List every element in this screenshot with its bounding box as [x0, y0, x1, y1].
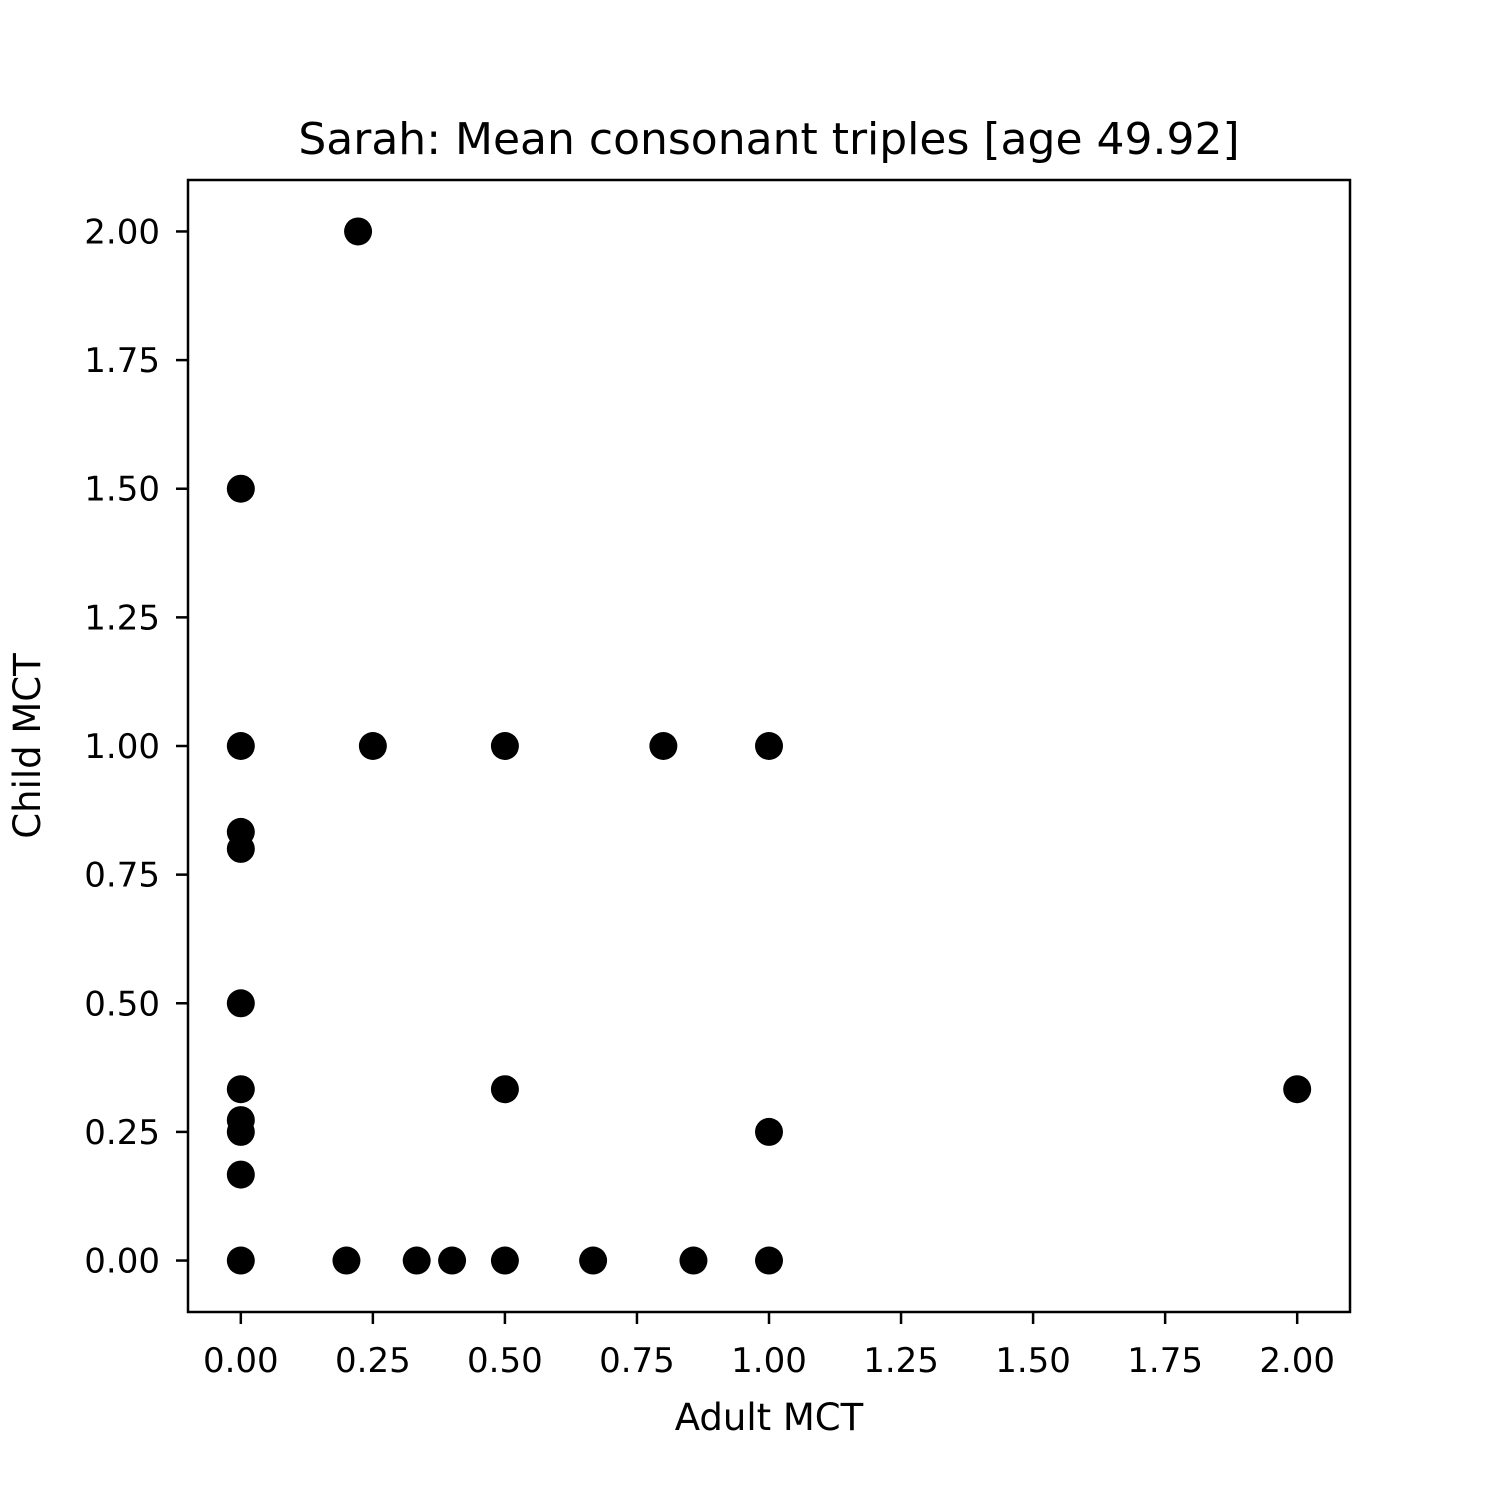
data-point [490, 1075, 519, 1104]
data-points [226, 217, 1312, 1275]
x-tick-label: 0.75 [599, 1341, 675, 1381]
y-tick-label: 1.25 [84, 598, 160, 638]
chart-title: Sarah: Mean consonant triples [age 49.92… [298, 114, 1239, 165]
data-point [755, 1117, 783, 1146]
y-tick-label: 1.00 [84, 727, 160, 767]
data-point [226, 732, 255, 760]
y-tick-label: 0.75 [84, 856, 160, 896]
x-tick-label: 2.00 [1259, 1341, 1335, 1381]
data-point [679, 1246, 708, 1275]
y-tick-label: 2.00 [84, 212, 160, 252]
y-tick-label: 0.00 [84, 1242, 160, 1282]
data-point [490, 1246, 519, 1275]
data-point [579, 1246, 608, 1275]
data-point [226, 834, 255, 863]
x-tick-label: 0.50 [467, 1341, 543, 1381]
data-point [226, 989, 255, 1018]
data-point [649, 732, 678, 760]
data-point [358, 732, 387, 760]
x-axis-label: Adult MCT [675, 1396, 864, 1439]
data-point [226, 1117, 255, 1146]
data-point [226, 1246, 255, 1275]
data-point [226, 1160, 255, 1189]
data-point [755, 1246, 783, 1275]
y-tick-label: 1.50 [84, 470, 160, 510]
x-tick-label: 1.25 [863, 1341, 939, 1381]
data-point [1283, 1075, 1312, 1104]
data-point [332, 1246, 361, 1275]
data-point [402, 1246, 431, 1275]
y-axis-ticks: 0.00 0.25 0.50 0.75 1.00 1.25 1.50 1.75 2.00 [84, 212, 188, 1282]
x-tick-label: 1.50 [995, 1341, 1071, 1381]
data-point [490, 732, 519, 760]
data-point [755, 732, 783, 760]
x-tick-label: 0.00 [203, 1341, 279, 1381]
x-tick-label: 1.00 [731, 1341, 807, 1381]
data-point [438, 1246, 467, 1275]
y-tick-label: 1.75 [84, 341, 160, 381]
x-tick-label: 1.75 [1127, 1341, 1203, 1381]
x-tick-label: 0.25 [335, 1341, 411, 1381]
y-tick-label: 0.25 [84, 1113, 160, 1153]
plot-frame [186, 178, 1352, 1314]
data-point [226, 1075, 255, 1104]
y-tick-label: 0.50 [84, 984, 160, 1024]
x-axis-ticks: 0.00 0.25 0.50 0.75 1.00 1.25 1.50 1.75 2.00 [203, 1312, 1335, 1381]
y-axis-label: Child MCT [6, 653, 49, 839]
data-point [226, 474, 255, 503]
data-point [344, 217, 373, 246]
